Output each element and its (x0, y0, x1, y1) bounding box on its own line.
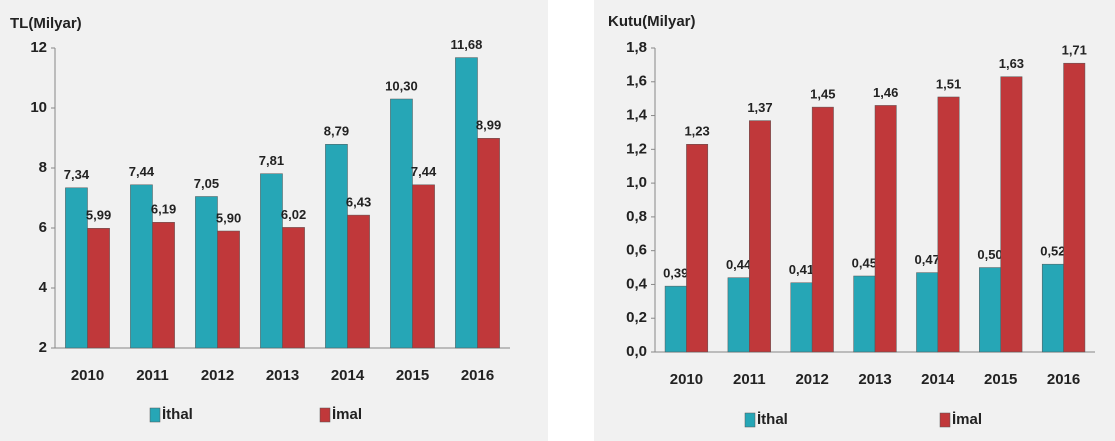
bar (874, 105, 897, 353)
value-label: 7,34 (64, 167, 90, 182)
bar (686, 144, 709, 353)
bar (790, 282, 813, 353)
y-tick-label: 0,0 (626, 343, 647, 360)
bar (412, 184, 435, 349)
x-tick-label: 2012 (201, 367, 234, 384)
x-tick-label: 2014 (331, 367, 365, 384)
bar (152, 222, 175, 349)
x-tick-label: 2015 (396, 367, 429, 384)
y-tick-label: 1,8 (626, 39, 647, 56)
y-tick-label: 1,6 (626, 73, 647, 90)
bar (282, 227, 305, 349)
value-label: 7,81 (259, 153, 284, 168)
y-tick-label: 8 (39, 159, 47, 176)
value-label: 7,05 (194, 176, 219, 191)
x-tick-label: 2011 (136, 367, 169, 384)
value-label: 0,45 (852, 255, 877, 270)
bar (455, 57, 478, 349)
bar (130, 184, 153, 349)
value-label: 0,41 (789, 262, 814, 277)
y-tick-label: 2 (39, 339, 47, 356)
value-label: 7,44 (411, 164, 437, 179)
y-tick-label: 10 (30, 99, 47, 116)
bar (979, 267, 1001, 353)
value-label: 1,37 (747, 100, 772, 115)
axis-title: Kutu(Milyar) (608, 13, 696, 30)
value-label: 6,02 (281, 207, 306, 222)
legend-label: İmal (952, 411, 982, 428)
value-label: 1,51 (936, 76, 961, 91)
value-label: 1,45 (810, 87, 835, 102)
legend-swatch (319, 407, 331, 423)
value-label: 8,99 (476, 118, 501, 133)
legend-swatch (939, 412, 951, 428)
x-tick-label: 2015 (984, 371, 1017, 388)
legend-swatch (149, 407, 161, 423)
bar (325, 144, 348, 349)
bar (87, 228, 110, 349)
value-label: 6,43 (346, 195, 371, 210)
x-tick-label: 2016 (1047, 371, 1080, 388)
value-label: 1,23 (684, 124, 709, 139)
bar (260, 173, 283, 349)
bar (853, 275, 876, 353)
value-label: 0,50 (977, 247, 1002, 262)
bar (1041, 263, 1064, 353)
value-label: 1,71 (1062, 43, 1087, 58)
y-tick-label: 0,2 (626, 309, 647, 326)
axis-title: TL(Milyar) (10, 15, 82, 32)
x-tick-label: 2014 (921, 371, 955, 388)
bar (727, 277, 750, 353)
legend-label: İmal (332, 406, 362, 423)
bar (664, 285, 687, 353)
bar (916, 272, 939, 353)
value-label: 8,79 (324, 124, 349, 139)
y-tick-label: 6 (39, 219, 47, 236)
value-label: 0,52 (1040, 244, 1065, 259)
bar (195, 196, 218, 349)
value-label: 5,90 (216, 210, 241, 225)
value-label: 1,46 (873, 85, 898, 100)
x-tick-label: 2010 (670, 371, 703, 388)
y-tick-label: 12 (30, 39, 47, 56)
bar (65, 187, 88, 349)
y-tick-label: 1,2 (626, 140, 647, 157)
value-label: 0,47 (915, 252, 940, 267)
value-label: 10,30 (385, 78, 418, 93)
value-label: 0,39 (663, 266, 688, 281)
bar (937, 96, 960, 353)
x-tick-label: 2013 (858, 371, 891, 388)
y-tick-label: 1,4 (626, 107, 648, 124)
bar (1063, 62, 1086, 353)
value-label: 0,44 (726, 257, 752, 272)
y-tick-label: 0,8 (626, 208, 647, 225)
value-label: 1,63 (999, 56, 1024, 71)
x-tick-label: 2013 (266, 367, 299, 384)
legend-label: İthal (757, 411, 788, 428)
bar (477, 138, 500, 349)
bar (811, 106, 834, 353)
value-label: 7,44 (129, 164, 155, 179)
x-tick-label: 2010 (71, 367, 104, 384)
legend-swatch (744, 412, 756, 428)
bar (1000, 76, 1023, 353)
bar (347, 214, 370, 349)
value-label: 5,99 (86, 208, 111, 223)
value-label: 6,19 (151, 202, 176, 217)
value-label: 11,68 (451, 37, 483, 52)
y-tick-label: 0,6 (626, 242, 647, 259)
x-tick-label: 2016 (461, 367, 494, 384)
bar (217, 230, 240, 349)
panel (594, 0, 1115, 441)
legend-label: İthal (162, 406, 193, 423)
bar (749, 120, 771, 353)
x-tick-label: 2012 (795, 371, 828, 388)
y-tick-label: 0,4 (626, 275, 648, 292)
y-tick-label: 4 (39, 279, 48, 296)
y-tick-label: 1,0 (626, 174, 647, 191)
x-tick-label: 2011 (733, 371, 766, 388)
bar (390, 98, 413, 349)
